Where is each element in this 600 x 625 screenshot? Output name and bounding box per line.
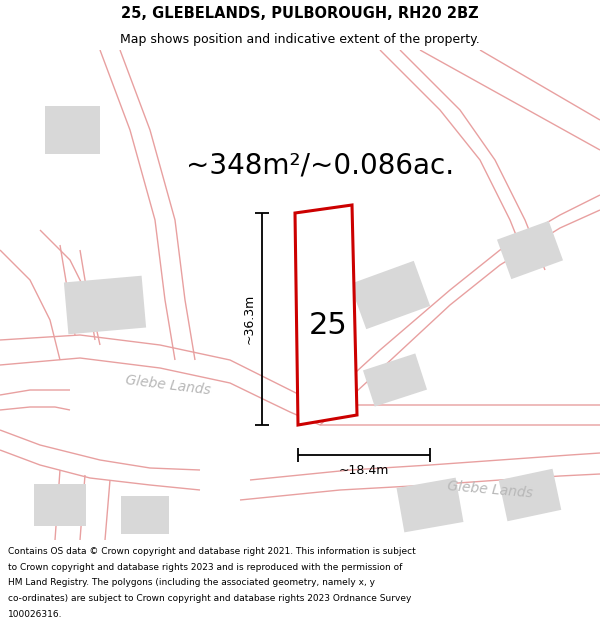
Polygon shape [34, 484, 86, 526]
Text: ~36.3m: ~36.3m [242, 294, 256, 344]
Text: 25, GLEBELANDS, PULBOROUGH, RH20 2BZ: 25, GLEBELANDS, PULBOROUGH, RH20 2BZ [121, 6, 479, 21]
Text: Map shows position and indicative extent of the property.: Map shows position and indicative extent… [120, 32, 480, 46]
Polygon shape [499, 469, 561, 521]
Text: Glebe Lands: Glebe Lands [125, 373, 211, 397]
Text: to Crown copyright and database rights 2023 and is reproduced with the permissio: to Crown copyright and database rights 2… [8, 562, 402, 571]
Text: Glebe Lands: Glebe Lands [446, 479, 533, 501]
Text: ~18.4m: ~18.4m [339, 464, 389, 476]
Polygon shape [497, 221, 563, 279]
Polygon shape [64, 276, 146, 334]
Polygon shape [397, 478, 463, 532]
Polygon shape [44, 106, 100, 154]
Text: 25: 25 [308, 311, 347, 339]
Text: co-ordinates) are subject to Crown copyright and database rights 2023 Ordnance S: co-ordinates) are subject to Crown copyr… [8, 594, 411, 603]
Polygon shape [350, 261, 430, 329]
Polygon shape [121, 496, 169, 534]
Polygon shape [295, 205, 357, 425]
Text: 100026316.: 100026316. [8, 610, 62, 619]
Text: ~348m²/~0.086ac.: ~348m²/~0.086ac. [186, 151, 454, 179]
Text: Contains OS data © Crown copyright and database right 2021. This information is : Contains OS data © Crown copyright and d… [8, 547, 416, 556]
Text: HM Land Registry. The polygons (including the associated geometry, namely x, y: HM Land Registry. The polygons (includin… [8, 578, 375, 587]
Polygon shape [363, 353, 427, 407]
